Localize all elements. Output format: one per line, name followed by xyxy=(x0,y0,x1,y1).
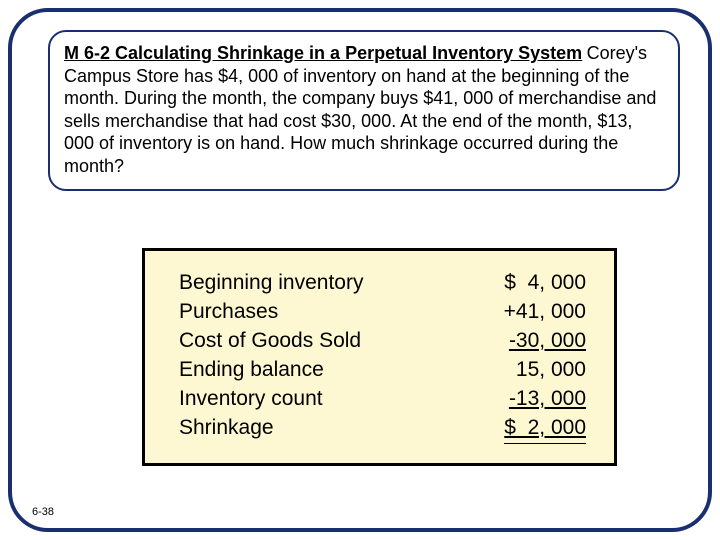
calc-value: 15, 000 xyxy=(476,356,586,385)
calc-value: $ 2, 000 xyxy=(476,414,586,444)
calc-row: Inventory count -13, 000 xyxy=(179,385,586,414)
calc-label: Beginning inventory xyxy=(179,269,363,298)
calc-label: Inventory count xyxy=(179,385,323,414)
problem-title: M 6-2 Calculating Shrinkage in a Perpetu… xyxy=(64,43,582,63)
calc-row: Beginning inventory $ 4, 000 xyxy=(179,269,586,298)
page-number: 6-38 xyxy=(32,506,54,518)
calc-label: Shrinkage xyxy=(179,414,274,444)
calc-row: Shrinkage $ 2, 000 xyxy=(179,414,586,444)
calculation-box: Beginning inventory $ 4, 000 Purchases +… xyxy=(142,248,617,466)
calc-value: $ 4, 000 xyxy=(476,269,586,298)
calc-label: Purchases xyxy=(179,298,278,327)
calc-value: -13, 000 xyxy=(476,385,586,414)
calc-row: Purchases +41, 000 xyxy=(179,298,586,327)
calc-label: Ending balance xyxy=(179,356,324,385)
problem-box: M 6-2 Calculating Shrinkage in a Perpetu… xyxy=(48,30,680,191)
calc-row: Ending balance 15, 000 xyxy=(179,356,586,385)
calc-value: +41, 000 xyxy=(476,298,586,327)
calc-label: Cost of Goods Sold xyxy=(179,327,361,356)
slide-frame: M 6-2 Calculating Shrinkage in a Perpetu… xyxy=(8,8,712,532)
calc-row: Cost of Goods Sold -30, 000 xyxy=(179,327,586,356)
calc-value: -30, 000 xyxy=(476,327,586,356)
